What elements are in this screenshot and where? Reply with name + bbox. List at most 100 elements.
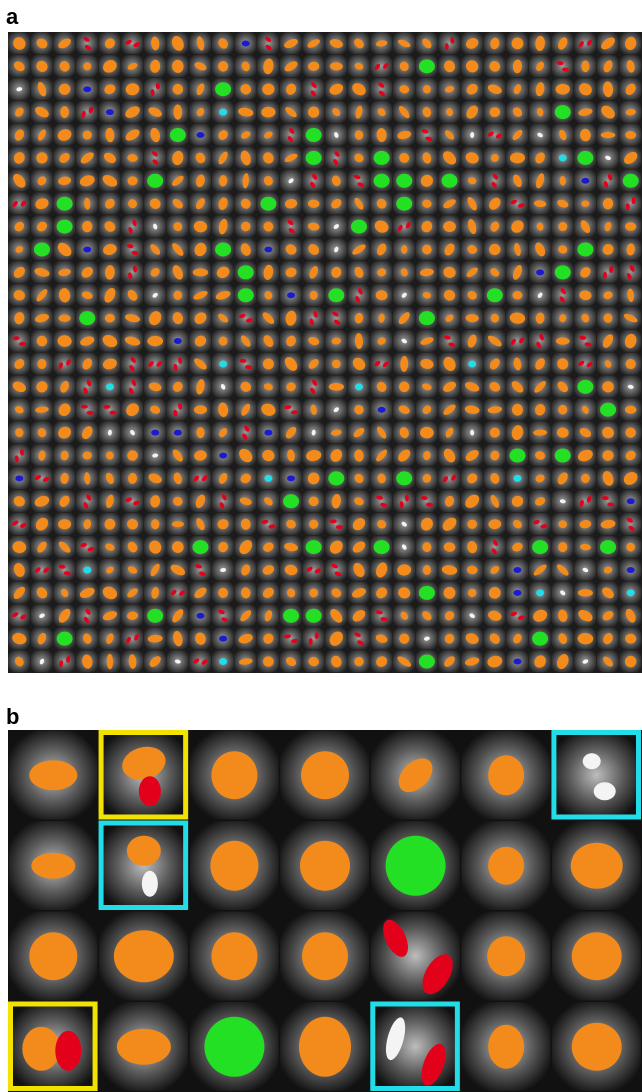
cell	[301, 751, 349, 799]
cell	[283, 494, 299, 508]
cell	[513, 659, 521, 665]
cell	[142, 871, 158, 897]
cell-tile	[167, 398, 189, 420]
cell-tile	[348, 284, 370, 306]
cell-tile	[325, 146, 347, 168]
cell-tile	[121, 375, 143, 397]
cell-tile	[619, 192, 641, 214]
cell	[117, 1029, 171, 1065]
cell	[22, 1027, 60, 1071]
cell	[306, 128, 322, 142]
cell-tile	[99, 398, 121, 420]
cell-tile	[257, 32, 279, 54]
cell	[488, 847, 524, 885]
cell-tile	[370, 55, 392, 77]
cell-tile	[189, 650, 211, 672]
cell-tile	[438, 467, 460, 489]
cell	[594, 782, 616, 800]
cell-tile	[348, 169, 370, 191]
cell	[378, 407, 386, 413]
cell-tile	[121, 32, 143, 54]
cell-tile	[506, 604, 528, 626]
cell	[419, 59, 435, 73]
panel-label: a	[6, 4, 19, 29]
cell-tile	[302, 78, 324, 100]
cell-tile	[212, 604, 234, 626]
cell	[401, 245, 407, 254]
cell-tile	[551, 284, 573, 306]
cell-tile	[280, 124, 302, 146]
cell-tile	[234, 307, 256, 329]
cell	[559, 154, 567, 161]
cell-tile	[167, 353, 189, 375]
cell-tile	[506, 192, 528, 214]
cell-tile	[234, 353, 256, 375]
cell-tile	[302, 375, 324, 397]
cell	[442, 174, 458, 188]
cell-tile	[121, 353, 143, 375]
cell-tile	[302, 169, 324, 191]
cell-tile	[552, 731, 641, 820]
cell-tile	[506, 330, 528, 352]
cell	[83, 566, 91, 573]
cell	[623, 174, 639, 188]
cell	[468, 360, 476, 367]
cell	[287, 292, 295, 298]
cell	[300, 841, 350, 891]
cell-tile	[121, 490, 143, 512]
cell-tile	[574, 490, 596, 512]
cell-tile	[348, 627, 370, 649]
cell	[192, 540, 208, 554]
cell-tile	[484, 169, 506, 191]
cell	[106, 383, 114, 390]
cell-tile	[76, 32, 98, 54]
cell	[572, 1023, 622, 1071]
cell-tile	[76, 536, 98, 558]
cell	[264, 246, 272, 252]
cell-tile	[280, 398, 302, 420]
cell	[57, 197, 73, 211]
cell-tile	[551, 55, 573, 77]
cell	[29, 760, 77, 790]
cell	[211, 932, 257, 980]
cell	[215, 82, 231, 96]
cell	[627, 567, 635, 573]
cell-tile	[416, 124, 438, 146]
cell	[423, 565, 431, 575]
cell	[396, 471, 412, 485]
cell	[210, 841, 258, 891]
cell	[315, 632, 319, 639]
cell-tile	[438, 32, 460, 54]
cell-tile	[370, 353, 392, 375]
cell	[106, 109, 114, 115]
cell	[600, 403, 616, 417]
cell	[15, 475, 23, 481]
cell	[513, 475, 521, 482]
cell	[309, 638, 313, 645]
cell	[83, 246, 91, 252]
cell	[260, 197, 276, 211]
cell	[532, 540, 548, 554]
cell	[287, 475, 295, 481]
panel-label: b	[6, 704, 19, 729]
cell	[151, 430, 159, 436]
cell	[83, 86, 91, 92]
cell	[264, 430, 272, 436]
cell	[374, 540, 390, 554]
cell	[374, 151, 390, 165]
cell	[306, 151, 322, 165]
cell-tile	[53, 353, 75, 375]
cell	[509, 449, 525, 463]
cell	[572, 932, 622, 980]
cell	[600, 540, 616, 554]
cell	[211, 751, 257, 799]
cell-tile	[31, 467, 53, 489]
cell-tile	[53, 650, 75, 672]
cell	[196, 132, 204, 138]
cell	[386, 836, 446, 896]
figure: a b	[0, 0, 642, 1092]
cell-tile	[393, 215, 415, 237]
cell	[283, 609, 299, 623]
cell-tile	[257, 513, 279, 535]
cell	[627, 498, 635, 504]
